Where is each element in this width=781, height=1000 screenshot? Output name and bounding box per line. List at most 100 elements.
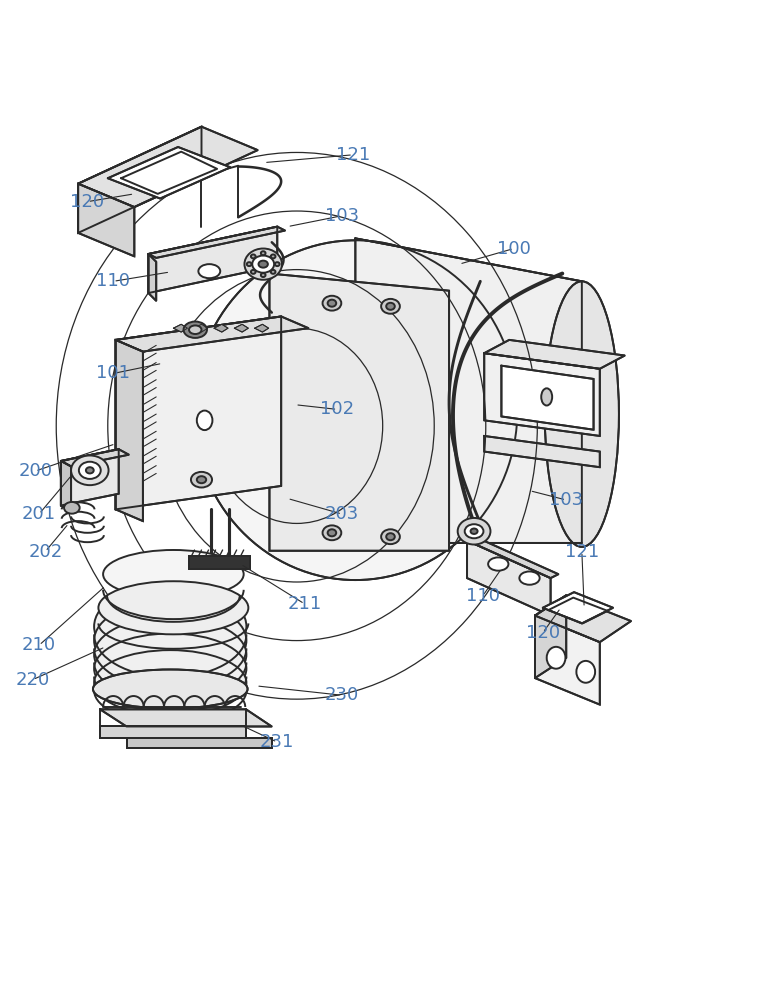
Polygon shape <box>61 461 71 511</box>
Polygon shape <box>61 449 119 505</box>
Polygon shape <box>116 316 281 509</box>
Polygon shape <box>543 592 613 623</box>
Text: 210: 210 <box>22 636 56 654</box>
Text: 110: 110 <box>465 587 500 605</box>
Ellipse shape <box>465 524 483 538</box>
Polygon shape <box>100 726 246 738</box>
Polygon shape <box>269 274 449 551</box>
Ellipse shape <box>86 467 94 473</box>
Polygon shape <box>127 738 272 748</box>
Ellipse shape <box>191 472 212 488</box>
Ellipse shape <box>64 502 80 514</box>
Polygon shape <box>355 238 582 543</box>
Polygon shape <box>108 147 230 199</box>
Ellipse shape <box>244 249 282 280</box>
Ellipse shape <box>323 296 341 311</box>
Ellipse shape <box>252 256 274 273</box>
Ellipse shape <box>328 300 336 307</box>
Ellipse shape <box>98 581 248 634</box>
Ellipse shape <box>328 529 336 536</box>
Ellipse shape <box>251 270 255 274</box>
Ellipse shape <box>381 529 400 544</box>
Text: 203: 203 <box>325 505 359 523</box>
Polygon shape <box>535 595 566 678</box>
Polygon shape <box>535 616 600 705</box>
Polygon shape <box>484 436 600 467</box>
Ellipse shape <box>470 529 477 534</box>
Text: 201: 201 <box>22 505 56 523</box>
Text: 121: 121 <box>565 543 599 561</box>
Ellipse shape <box>271 254 276 258</box>
Polygon shape <box>501 366 594 430</box>
Ellipse shape <box>488 557 508 571</box>
Polygon shape <box>173 324 187 332</box>
Ellipse shape <box>194 240 517 580</box>
Ellipse shape <box>386 533 394 540</box>
Polygon shape <box>467 541 551 616</box>
Ellipse shape <box>197 476 206 483</box>
Text: 230: 230 <box>325 686 359 704</box>
Ellipse shape <box>261 273 266 277</box>
Ellipse shape <box>247 262 251 266</box>
Polygon shape <box>78 127 258 207</box>
Text: 101: 101 <box>96 364 130 382</box>
Polygon shape <box>148 227 277 293</box>
Polygon shape <box>189 556 250 569</box>
Ellipse shape <box>275 262 280 266</box>
Polygon shape <box>116 340 143 521</box>
Ellipse shape <box>519 571 540 585</box>
Polygon shape <box>100 709 272 726</box>
Ellipse shape <box>271 270 276 274</box>
Polygon shape <box>116 316 308 352</box>
Polygon shape <box>214 324 228 332</box>
Ellipse shape <box>103 550 244 598</box>
Ellipse shape <box>197 411 212 430</box>
Text: 231: 231 <box>260 733 294 751</box>
Polygon shape <box>148 254 156 301</box>
Polygon shape <box>234 324 248 332</box>
Ellipse shape <box>198 264 220 278</box>
Ellipse shape <box>93 669 248 709</box>
Polygon shape <box>255 324 269 332</box>
Ellipse shape <box>458 518 490 545</box>
Ellipse shape <box>94 650 247 715</box>
Ellipse shape <box>259 261 268 268</box>
Text: 100: 100 <box>497 240 531 258</box>
Polygon shape <box>194 324 208 332</box>
Ellipse shape <box>545 281 619 547</box>
Ellipse shape <box>94 633 247 704</box>
Polygon shape <box>484 353 600 436</box>
Text: 220: 220 <box>16 671 50 689</box>
Text: 102: 102 <box>320 400 355 418</box>
Ellipse shape <box>71 455 109 485</box>
Polygon shape <box>78 127 201 233</box>
Polygon shape <box>61 449 129 466</box>
Polygon shape <box>467 537 558 578</box>
Ellipse shape <box>94 617 247 692</box>
Ellipse shape <box>79 462 101 479</box>
Text: 103: 103 <box>549 491 583 509</box>
Text: 211: 211 <box>287 595 322 613</box>
Ellipse shape <box>189 325 201 334</box>
Text: 202: 202 <box>28 543 62 561</box>
Ellipse shape <box>381 299 400 314</box>
Text: 200: 200 <box>18 462 52 480</box>
Polygon shape <box>78 184 134 256</box>
Ellipse shape <box>251 254 255 258</box>
Ellipse shape <box>576 661 595 683</box>
Ellipse shape <box>541 388 552 405</box>
Text: 120: 120 <box>70 193 105 211</box>
Ellipse shape <box>323 525 341 540</box>
Ellipse shape <box>386 303 394 310</box>
Ellipse shape <box>94 600 247 681</box>
Ellipse shape <box>94 584 247 669</box>
Text: 103: 103 <box>325 207 359 225</box>
Text: 120: 120 <box>526 624 560 642</box>
Ellipse shape <box>184 322 207 338</box>
Ellipse shape <box>261 251 266 255</box>
Polygon shape <box>148 227 285 258</box>
Text: 121: 121 <box>336 146 370 164</box>
Polygon shape <box>484 340 625 369</box>
Ellipse shape <box>547 647 565 669</box>
Polygon shape <box>535 595 631 642</box>
